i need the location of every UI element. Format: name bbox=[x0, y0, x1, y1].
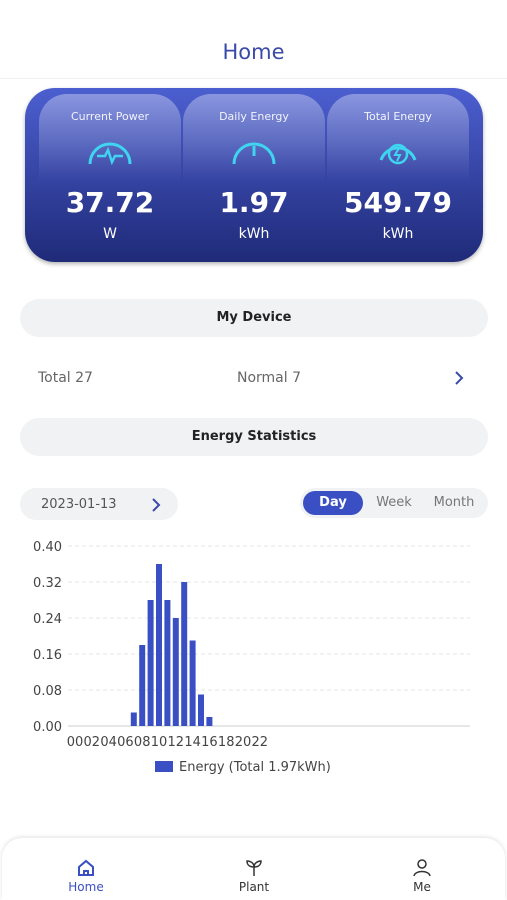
x-tick-label: 06 bbox=[117, 735, 134, 750]
stat-label: Daily Energy bbox=[219, 110, 289, 123]
x-tick-label: 00 bbox=[67, 735, 84, 750]
chevron bbox=[152, 498, 161, 512]
stat-label: Total Energy bbox=[364, 110, 432, 123]
tab[interactable]: Day bbox=[303, 491, 363, 515]
y-tick-label: 0.08 bbox=[33, 684, 62, 699]
tab[interactable]: Week bbox=[376, 495, 412, 510]
bar bbox=[130, 712, 137, 726]
nav-icon bbox=[78, 859, 94, 876]
stat-unit: kWh bbox=[238, 226, 270, 242]
y-tick-label: 0.16 bbox=[33, 648, 62, 663]
y-tick-label: 0.32 bbox=[33, 576, 62, 591]
section-header: My Device bbox=[20, 299, 488, 337]
stat-unit: W bbox=[103, 226, 117, 242]
bar bbox=[156, 564, 162, 726]
bar bbox=[164, 600, 171, 726]
legend-label: Energy (Total 1.97kWh) bbox=[179, 760, 331, 775]
stats-card: Current Power 37.72 W Daily Energy 1.97 … bbox=[25, 88, 483, 262]
page-title: Home bbox=[222, 40, 285, 64]
x-tick-label: 08 bbox=[134, 735, 151, 750]
bar bbox=[181, 582, 188, 726]
nav-icon bbox=[246, 860, 262, 876]
x-tick-label: 18 bbox=[218, 735, 235, 750]
bar bbox=[147, 600, 154, 726]
x-tick-label: 14 bbox=[184, 735, 201, 750]
x-tick-label: 22 bbox=[252, 735, 269, 750]
stat-label: Current Power bbox=[70, 110, 150, 123]
date: 2023-01-13 bbox=[41, 497, 117, 512]
y-tick-label: 0.40 bbox=[33, 540, 62, 555]
bar bbox=[198, 694, 204, 726]
stat-value: 37.72 bbox=[65, 186, 155, 219]
stat-panel: Daily Energy 1.97 kWh bbox=[183, 94, 325, 254]
nav-item[interactable]: Me bbox=[372, 858, 472, 894]
icon bbox=[232, 142, 276, 165]
x-tick-label: 12 bbox=[168, 735, 185, 750]
device-normal[interactable]: Normal 7 bbox=[237, 370, 302, 386]
x-tick-label: 16 bbox=[201, 735, 218, 750]
x-tick-label: 04 bbox=[100, 735, 117, 750]
device-total[interactable]: Total 27 bbox=[38, 370, 93, 386]
stat-panel: Total Energy 549.79 kWh bbox=[327, 94, 469, 254]
stat-value: 549.79 bbox=[343, 186, 453, 219]
y-tick-label: 0.24 bbox=[33, 612, 62, 627]
legend-swatch bbox=[155, 761, 173, 772]
nav-item[interactable]: Home bbox=[36, 858, 136, 894]
nav-label: Plant bbox=[238, 880, 270, 894]
bar bbox=[189, 640, 196, 726]
nav-label: Me bbox=[413, 880, 431, 894]
tab-bar: Day Week Month bbox=[300, 488, 488, 518]
bottom-nav: Home Plant Me bbox=[2, 838, 505, 900]
divider bbox=[0, 78, 507, 79]
chevron[interactable] bbox=[453, 370, 465, 386]
y-tick-label: 0.00 bbox=[33, 720, 62, 735]
stat-value: 1.97 bbox=[219, 186, 289, 219]
tab[interactable]: Month bbox=[433, 495, 475, 510]
stat-unit: kWh bbox=[382, 226, 414, 242]
nav-item[interactable]: Plant bbox=[204, 858, 304, 894]
x-tick-label: 20 bbox=[235, 735, 252, 750]
nav-label: Home bbox=[68, 880, 104, 894]
date-picker[interactable]: 2023-01-13 bbox=[20, 488, 178, 520]
x-tick-label: 10 bbox=[151, 735, 168, 750]
nav-icon bbox=[413, 859, 431, 877]
bar bbox=[206, 717, 213, 726]
section-header: Energy Statistics bbox=[20, 418, 488, 456]
bar bbox=[139, 645, 146, 726]
stat-panel: Current Power 37.72 W bbox=[39, 94, 181, 254]
bar bbox=[172, 618, 179, 726]
icon bbox=[379, 143, 417, 165]
chart: 0.00 0.08 0.16 0.24 0.32 0.40 00 02 04 06 08 10 12 14… bbox=[33, 540, 470, 775]
icon bbox=[88, 142, 132, 166]
x-tick-label: 02 bbox=[84, 735, 101, 750]
